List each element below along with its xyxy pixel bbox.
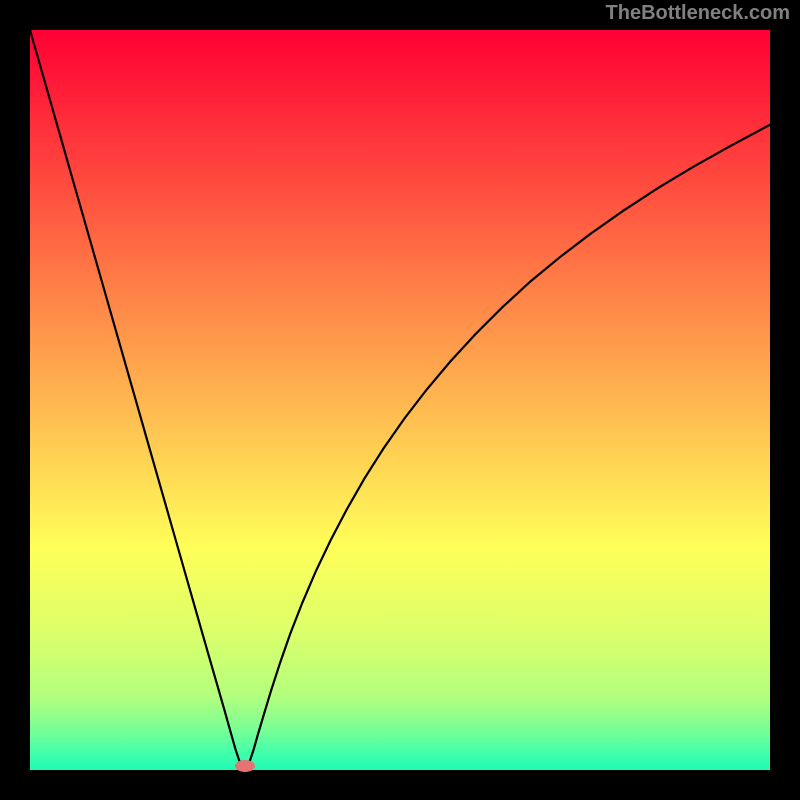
watermark-text: TheBottleneck.com xyxy=(606,2,790,25)
minimum-marker xyxy=(235,760,255,772)
plot-area xyxy=(30,30,770,770)
curve-path xyxy=(30,30,770,770)
bottleneck-curve xyxy=(30,30,770,770)
